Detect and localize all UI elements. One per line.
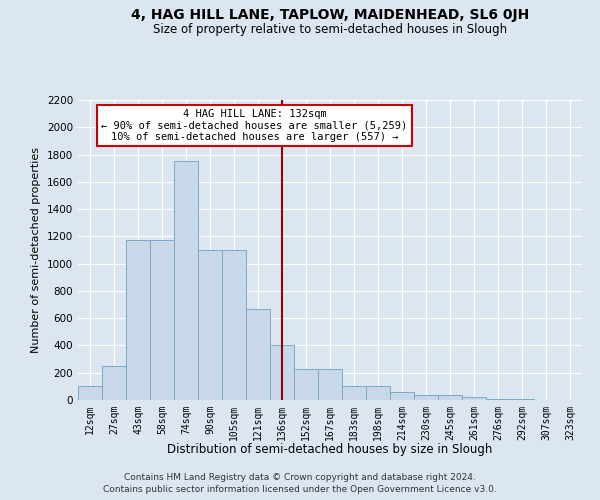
Bar <box>174 162 198 400</box>
Bar <box>342 386 366 400</box>
Bar <box>78 386 102 400</box>
Bar <box>198 250 222 400</box>
Bar <box>222 250 246 400</box>
Bar <box>294 370 318 400</box>
Bar <box>150 240 174 400</box>
Bar <box>390 392 414 400</box>
Text: Distribution of semi-detached houses by size in Slough: Distribution of semi-detached houses by … <box>167 442 493 456</box>
Text: Contains public sector information licensed under the Open Government Licence v3: Contains public sector information licen… <box>103 485 497 494</box>
Bar <box>366 386 390 400</box>
Bar <box>462 396 486 400</box>
Bar <box>102 366 126 400</box>
Text: Contains HM Land Registry data © Crown copyright and database right 2024.: Contains HM Land Registry data © Crown c… <box>124 472 476 482</box>
Bar <box>270 346 294 400</box>
Bar <box>414 395 438 400</box>
Bar <box>246 308 270 400</box>
Text: 4 HAG HILL LANE: 132sqm
← 90% of semi-detached houses are smaller (5,259)
10% of: 4 HAG HILL LANE: 132sqm ← 90% of semi-de… <box>101 109 407 142</box>
Text: 4, HAG HILL LANE, TAPLOW, MAIDENHEAD, SL6 0JH: 4, HAG HILL LANE, TAPLOW, MAIDENHEAD, SL… <box>131 8 529 22</box>
Bar <box>318 370 342 400</box>
Text: Size of property relative to semi-detached houses in Slough: Size of property relative to semi-detach… <box>153 22 507 36</box>
Y-axis label: Number of semi-detached properties: Number of semi-detached properties <box>31 147 41 353</box>
Bar <box>438 395 462 400</box>
Bar <box>126 240 150 400</box>
